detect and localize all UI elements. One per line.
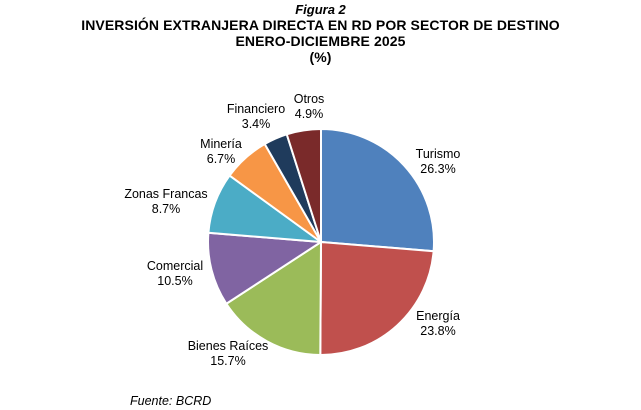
pie-slices xyxy=(207,127,435,357)
chart-header: Figura 2 INVERSIÓN EXTRANJERA DIRECTA EN… xyxy=(0,2,641,65)
figure-label: Figura 2 xyxy=(295,2,346,17)
chart-title-unit: (%) xyxy=(309,49,332,65)
chart-title-line-1: INVERSIÓN EXTRANJERA DIRECTA EN RD POR S… xyxy=(81,17,560,33)
slice-label-5: Minería xyxy=(200,137,242,151)
slice-label-2: Bienes Raíces xyxy=(188,339,269,353)
pie-slice-otros xyxy=(285,127,322,243)
slice-value-label-5: 6.7% xyxy=(207,152,236,166)
slice-value-label-6: 3.4% xyxy=(242,117,271,131)
pie-slice-comercial xyxy=(207,231,324,306)
slice-value-label-4: 8.7% xyxy=(152,202,181,216)
slice-value-label-7: 4.9% xyxy=(295,107,324,121)
slice-label-3: Comercial xyxy=(147,259,203,273)
slice-label-7: Otros xyxy=(294,92,325,106)
slice-label-4: Zonas Francas xyxy=(124,187,207,201)
slice-label-1: Energía xyxy=(416,309,460,323)
chart-title-line-2: ENERO-DICIEMBRE 2025 xyxy=(235,33,406,49)
slice-value-label-2: 15.7% xyxy=(210,354,245,368)
pie-slice-energ-a xyxy=(319,240,435,357)
slice-value-label-3: 10.5% xyxy=(157,274,192,288)
slice-value-label-0: 26.3% xyxy=(420,162,455,176)
pie-slice-turismo xyxy=(320,127,435,253)
pie-slice-bienes-ra-ces xyxy=(224,240,323,357)
source-note: Fuente: BCRD xyxy=(130,394,212,408)
slice-label-6: Financiero xyxy=(227,102,285,116)
slice-label-0: Turismo xyxy=(416,147,461,161)
slice-value-label-1: 23.8% xyxy=(420,324,455,338)
